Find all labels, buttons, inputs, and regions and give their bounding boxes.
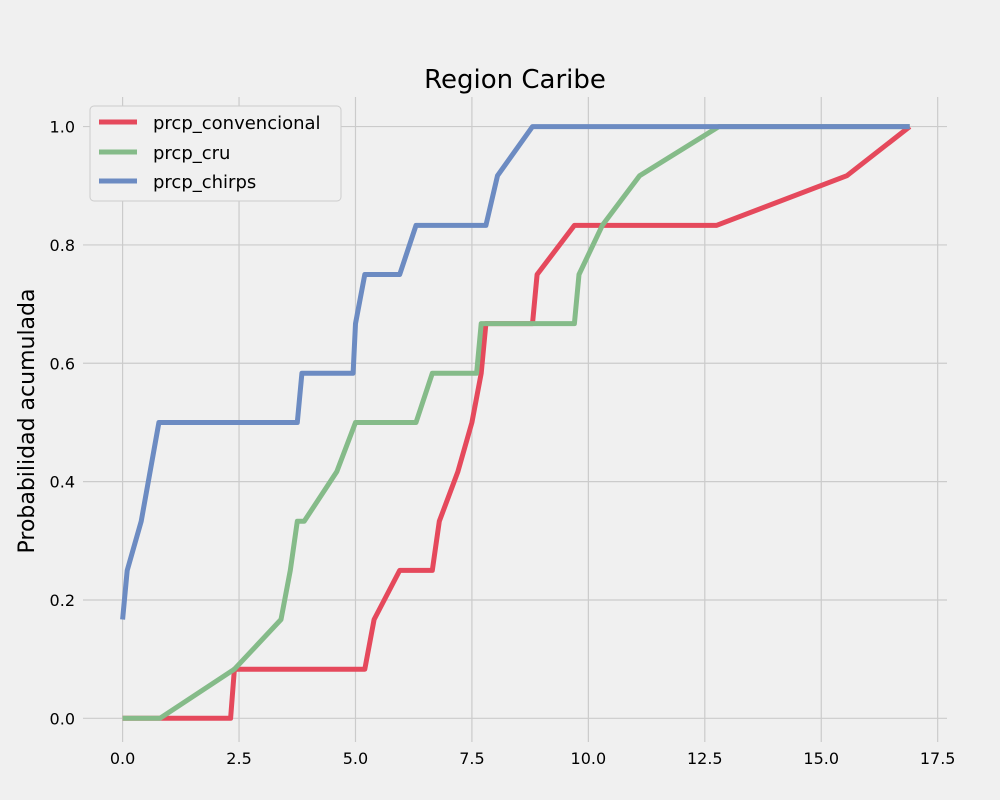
x-tick-label: 7.5 — [459, 749, 484, 768]
legend: prcp_convencional prcp_cru prcp_chirps — [89, 105, 342, 202]
x-tick-label: 12.5 — [687, 749, 723, 768]
y-tick-label: 0.6 — [50, 354, 75, 373]
x-tick-label: 17.5 — [920, 749, 956, 768]
series-line-prcp-cru — [122, 124, 910, 721]
x-tick-label: 2.5 — [226, 749, 251, 768]
plot-area — [83, 97, 947, 742]
y-tick-label: 0.8 — [50, 236, 75, 255]
y-tick-label: 0.0 — [50, 709, 75, 728]
x-tick-label: 0.0 — [110, 749, 135, 768]
y-tick-label: 0.2 — [50, 591, 75, 610]
x-tick-label: 5.0 — [343, 749, 368, 768]
tick-labels: 0.0 2.5 5.0 7.5 10.0 12.5 15.0 17.5 0.0 0.2 0.4 0.6… — [50, 118, 956, 768]
legend-box — [89, 105, 342, 202]
y-tick-label: 0.4 — [50, 473, 75, 492]
y-tick-label: 1.0 — [50, 118, 75, 137]
series-line-prcp-chirps — [120, 124, 910, 620]
legend-label-prcp-cru: prcp_cru — [153, 143, 230, 164]
x-tick-label: 15.0 — [803, 749, 839, 768]
legend-label-prcp-chirps: prcp_chirps — [153, 172, 256, 193]
legend-label-prcp-convencional: prcp_convencional — [153, 113, 321, 134]
y-axis-label: Probabilidad acumulada — [15, 289, 40, 554]
series-layer — [120, 124, 912, 721]
chart-title: Region Caribe — [424, 65, 606, 95]
x-tick-label: 10.0 — [571, 749, 607, 768]
